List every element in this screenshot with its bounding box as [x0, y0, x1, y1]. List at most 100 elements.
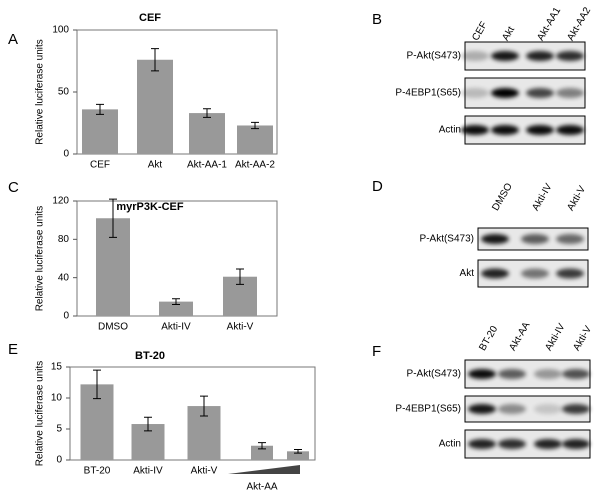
band — [461, 88, 489, 98]
row-label: P-Akt(S473) — [407, 51, 461, 62]
lane-label: Akt-AA2 — [565, 5, 593, 43]
x-tick-label: BT-20 — [84, 466, 111, 477]
y-tick-label: 50 — [58, 87, 70, 98]
y-axis-label: Relative luciferase units — [35, 361, 46, 467]
band — [526, 88, 554, 98]
band — [534, 404, 562, 414]
error-bar — [294, 448, 302, 454]
y-tick-label: 0 — [56, 455, 62, 466]
row-label: P-4EBP1(S65) — [395, 404, 461, 415]
lane-label: CEF — [470, 20, 490, 43]
chart-title: CEF — [139, 12, 161, 24]
bar — [189, 113, 225, 154]
x-tick-label: Akti-IV — [133, 466, 163, 477]
error-bar — [172, 298, 180, 305]
band — [461, 51, 489, 61]
lane-label: BT-20 — [477, 324, 500, 353]
y-tick-label: 0 — [63, 311, 69, 322]
band — [498, 369, 526, 379]
panel-letter: B — [372, 11, 382, 28]
row-label: Actin — [439, 439, 461, 450]
band — [461, 125, 489, 135]
y-axis-label: Relative luciferase units — [35, 39, 46, 145]
band — [526, 125, 554, 135]
y-axis-label: Relative luciferase units — [35, 206, 46, 312]
chart-title: BT-20 — [135, 350, 165, 362]
panel-letter: D — [372, 178, 383, 195]
band — [491, 51, 519, 61]
lane-label: Akti-IV — [543, 322, 567, 353]
bar — [287, 451, 309, 460]
band — [481, 234, 509, 244]
error-bar — [236, 268, 244, 285]
bar — [251, 445, 273, 460]
lane-label: Akti-IV — [530, 182, 554, 213]
x-tick-label: Akt-AA-2 — [235, 160, 275, 171]
x-tick-label: Akt — [148, 160, 163, 171]
row-label: P-Akt(S473) — [420, 234, 474, 245]
x-tick-label: Akti-V — [191, 466, 218, 477]
row-label: Akt — [460, 268, 475, 279]
band — [556, 88, 584, 98]
band — [498, 439, 526, 449]
error-bar — [200, 395, 208, 417]
y-tick-label: 15 — [51, 362, 63, 373]
bar — [137, 59, 173, 155]
band — [562, 404, 590, 414]
error-bar — [109, 198, 117, 238]
y-tick-label: 0 — [63, 149, 69, 160]
lane-label: Akt — [500, 25, 517, 43]
panel-letter: E — [8, 341, 18, 358]
error-bar — [258, 442, 266, 450]
lane-label: Akti-V — [565, 184, 588, 213]
error-bar — [96, 103, 104, 115]
band — [534, 369, 562, 379]
error-bar — [144, 416, 152, 432]
annotation: Akt-AA — [246, 482, 277, 493]
lane-label: Akt-AA — [507, 320, 532, 353]
row-label: P-4EBP1(S65) — [395, 88, 461, 99]
band — [468, 404, 496, 414]
y-tick-label: 120 — [52, 196, 69, 207]
band — [562, 369, 590, 379]
x-tick-label: CEF — [90, 160, 110, 171]
y-tick-label: 10 — [51, 393, 63, 404]
band — [498, 404, 526, 414]
x-tick-label: Akti-IV — [161, 322, 191, 333]
y-tick-label: 5 — [56, 424, 62, 435]
lane-label: DMSO — [490, 181, 515, 213]
gradient-triangle — [228, 465, 300, 474]
x-tick-label: Akt-AA-1 — [187, 160, 227, 171]
band — [521, 234, 549, 244]
band — [562, 439, 590, 449]
band — [556, 234, 584, 244]
y-tick-label: 80 — [58, 234, 70, 245]
band — [491, 125, 519, 135]
lane-label: Akti-V — [571, 324, 594, 353]
x-tick-label: Akti-V — [227, 322, 254, 333]
error-bar — [93, 369, 101, 400]
band — [556, 125, 584, 135]
y-tick-label: 40 — [58, 272, 70, 283]
panel-letter: A — [8, 31, 18, 48]
error-bar — [203, 108, 211, 118]
y-tick-label: 100 — [52, 25, 69, 36]
x-tick-label: DMSO — [98, 322, 128, 333]
panel-letter: F — [372, 343, 381, 360]
band — [468, 369, 496, 379]
chart-title: myrP3K-CEF — [116, 201, 184, 213]
band — [526, 51, 554, 61]
band — [481, 268, 509, 279]
error-bar — [151, 48, 159, 72]
band — [521, 268, 549, 279]
panel-letter: C — [8, 179, 19, 196]
band — [556, 51, 584, 61]
band — [491, 88, 519, 98]
bar — [237, 125, 273, 154]
row-label: Actin — [439, 125, 461, 136]
row-label: P-Akt(S473) — [407, 369, 461, 380]
error-bar — [251, 121, 259, 130]
band — [556, 268, 584, 279]
bar — [82, 109, 118, 154]
